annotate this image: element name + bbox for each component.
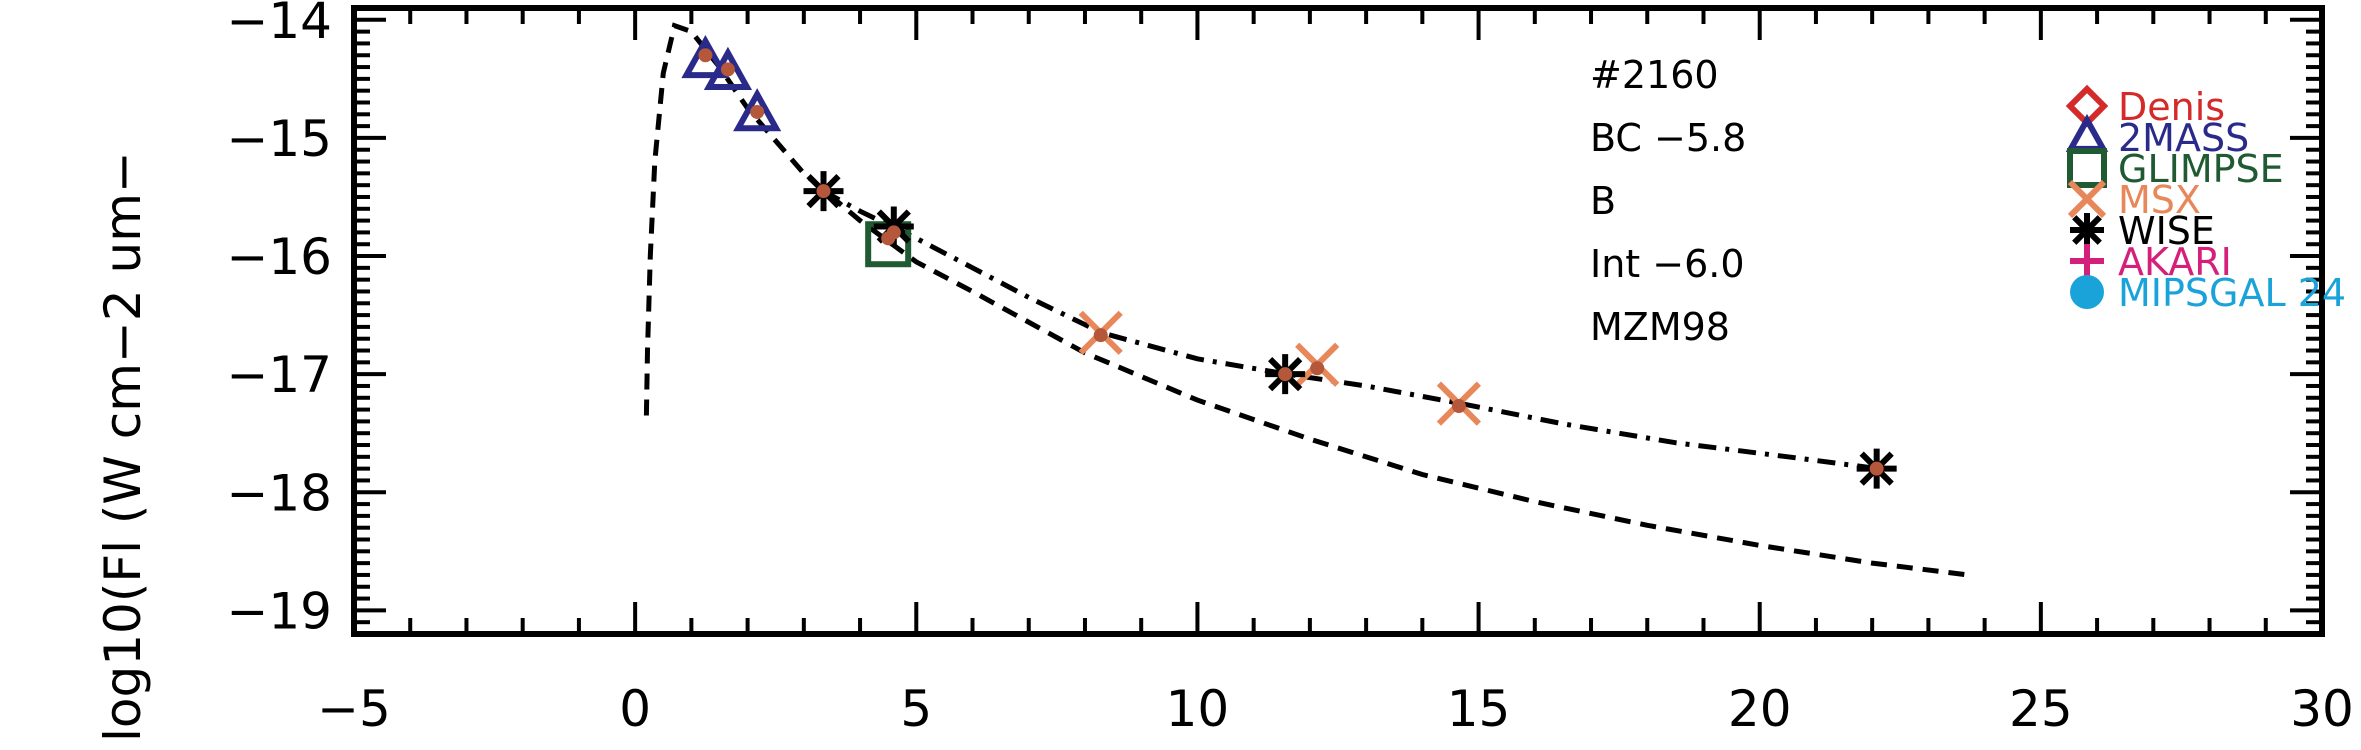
model-point (886, 225, 901, 240)
model-point (816, 184, 831, 199)
legend-marker-msx (2067, 179, 2107, 219)
legend-marker-wise-stroke (2072, 215, 2102, 245)
y-tick-label: −18 (226, 464, 332, 522)
annotation-line: B (1590, 179, 1616, 223)
model-curve-dashdot (822, 188, 1879, 472)
model-point (1093, 328, 1108, 343)
legend-label: AKARI (2118, 240, 2232, 284)
axes (351, 5, 2325, 637)
point-2mass (703, 46, 753, 90)
tick-labels: −5 0 5 10 15 20 25 30 −19 −18 −17 −16 −15 −14 log10(Fl… (94, 0, 2354, 742)
model-point (750, 104, 765, 119)
x-tick-label: 0 (619, 680, 651, 738)
model-point (720, 62, 735, 77)
legend-marker-glimpse (2067, 148, 2107, 188)
plot-frame (351, 5, 2325, 637)
legend-label: MSX (2118, 178, 2201, 222)
annotation-line: MZM98 (1590, 305, 1730, 349)
model-point (1310, 361, 1325, 376)
y-tick-label: −15 (226, 110, 332, 168)
point-2mass (733, 88, 782, 132)
legend-marker-mipsgal-24 (2070, 275, 2104, 309)
x-tick-label: −5 (317, 680, 391, 738)
y-tick-label: −14 (226, 0, 332, 50)
x-tick-label: 25 (2009, 680, 2073, 738)
legend-label: Denis (2118, 85, 2225, 129)
point-2mass (681, 35, 730, 79)
model-point (1869, 461, 1884, 476)
x-tick-label: 30 (2290, 680, 2354, 738)
legend-marker-2mass (2065, 113, 2109, 152)
legend-label: 2MASS (2118, 116, 2249, 160)
annotation-block: #2160 BC −5.8 B Int −6.0 MZM98 (1590, 53, 1746, 349)
model-point (1451, 399, 1466, 414)
legend-marker-msx-stroke (2067, 179, 2107, 219)
annotation-line: Int −6.0 (1590, 242, 1745, 286)
model-curve-dashed (643, 22, 1969, 578)
legend-label: WISE (2118, 209, 2215, 253)
model-point (698, 48, 713, 63)
data-markers (681, 35, 1897, 489)
y-tick-label: −16 (226, 228, 332, 286)
y-tick-label: −19 (226, 582, 332, 640)
model-curves (643, 22, 1969, 578)
legend-label: GLIMPSE (2118, 147, 2284, 191)
y-axis-label: log10(Fl (W cm−2 um− (94, 151, 152, 742)
x-tick-label: 15 (1447, 680, 1511, 738)
model-point (1278, 367, 1293, 382)
annotation-line: #2160 (1590, 53, 1719, 97)
legend-marker-wise (2070, 213, 2104, 247)
annotation-line: BC −5.8 (1590, 116, 1746, 160)
x-tick-label: 10 (1166, 680, 1230, 738)
x-tick-label: 5 (900, 680, 932, 738)
y-tick-label: −17 (226, 346, 332, 404)
x-tick-label: 20 (1728, 680, 1792, 738)
legend-marker-akari (2070, 244, 2104, 278)
legend-label: MIPSGAL 24 (2118, 271, 2346, 315)
